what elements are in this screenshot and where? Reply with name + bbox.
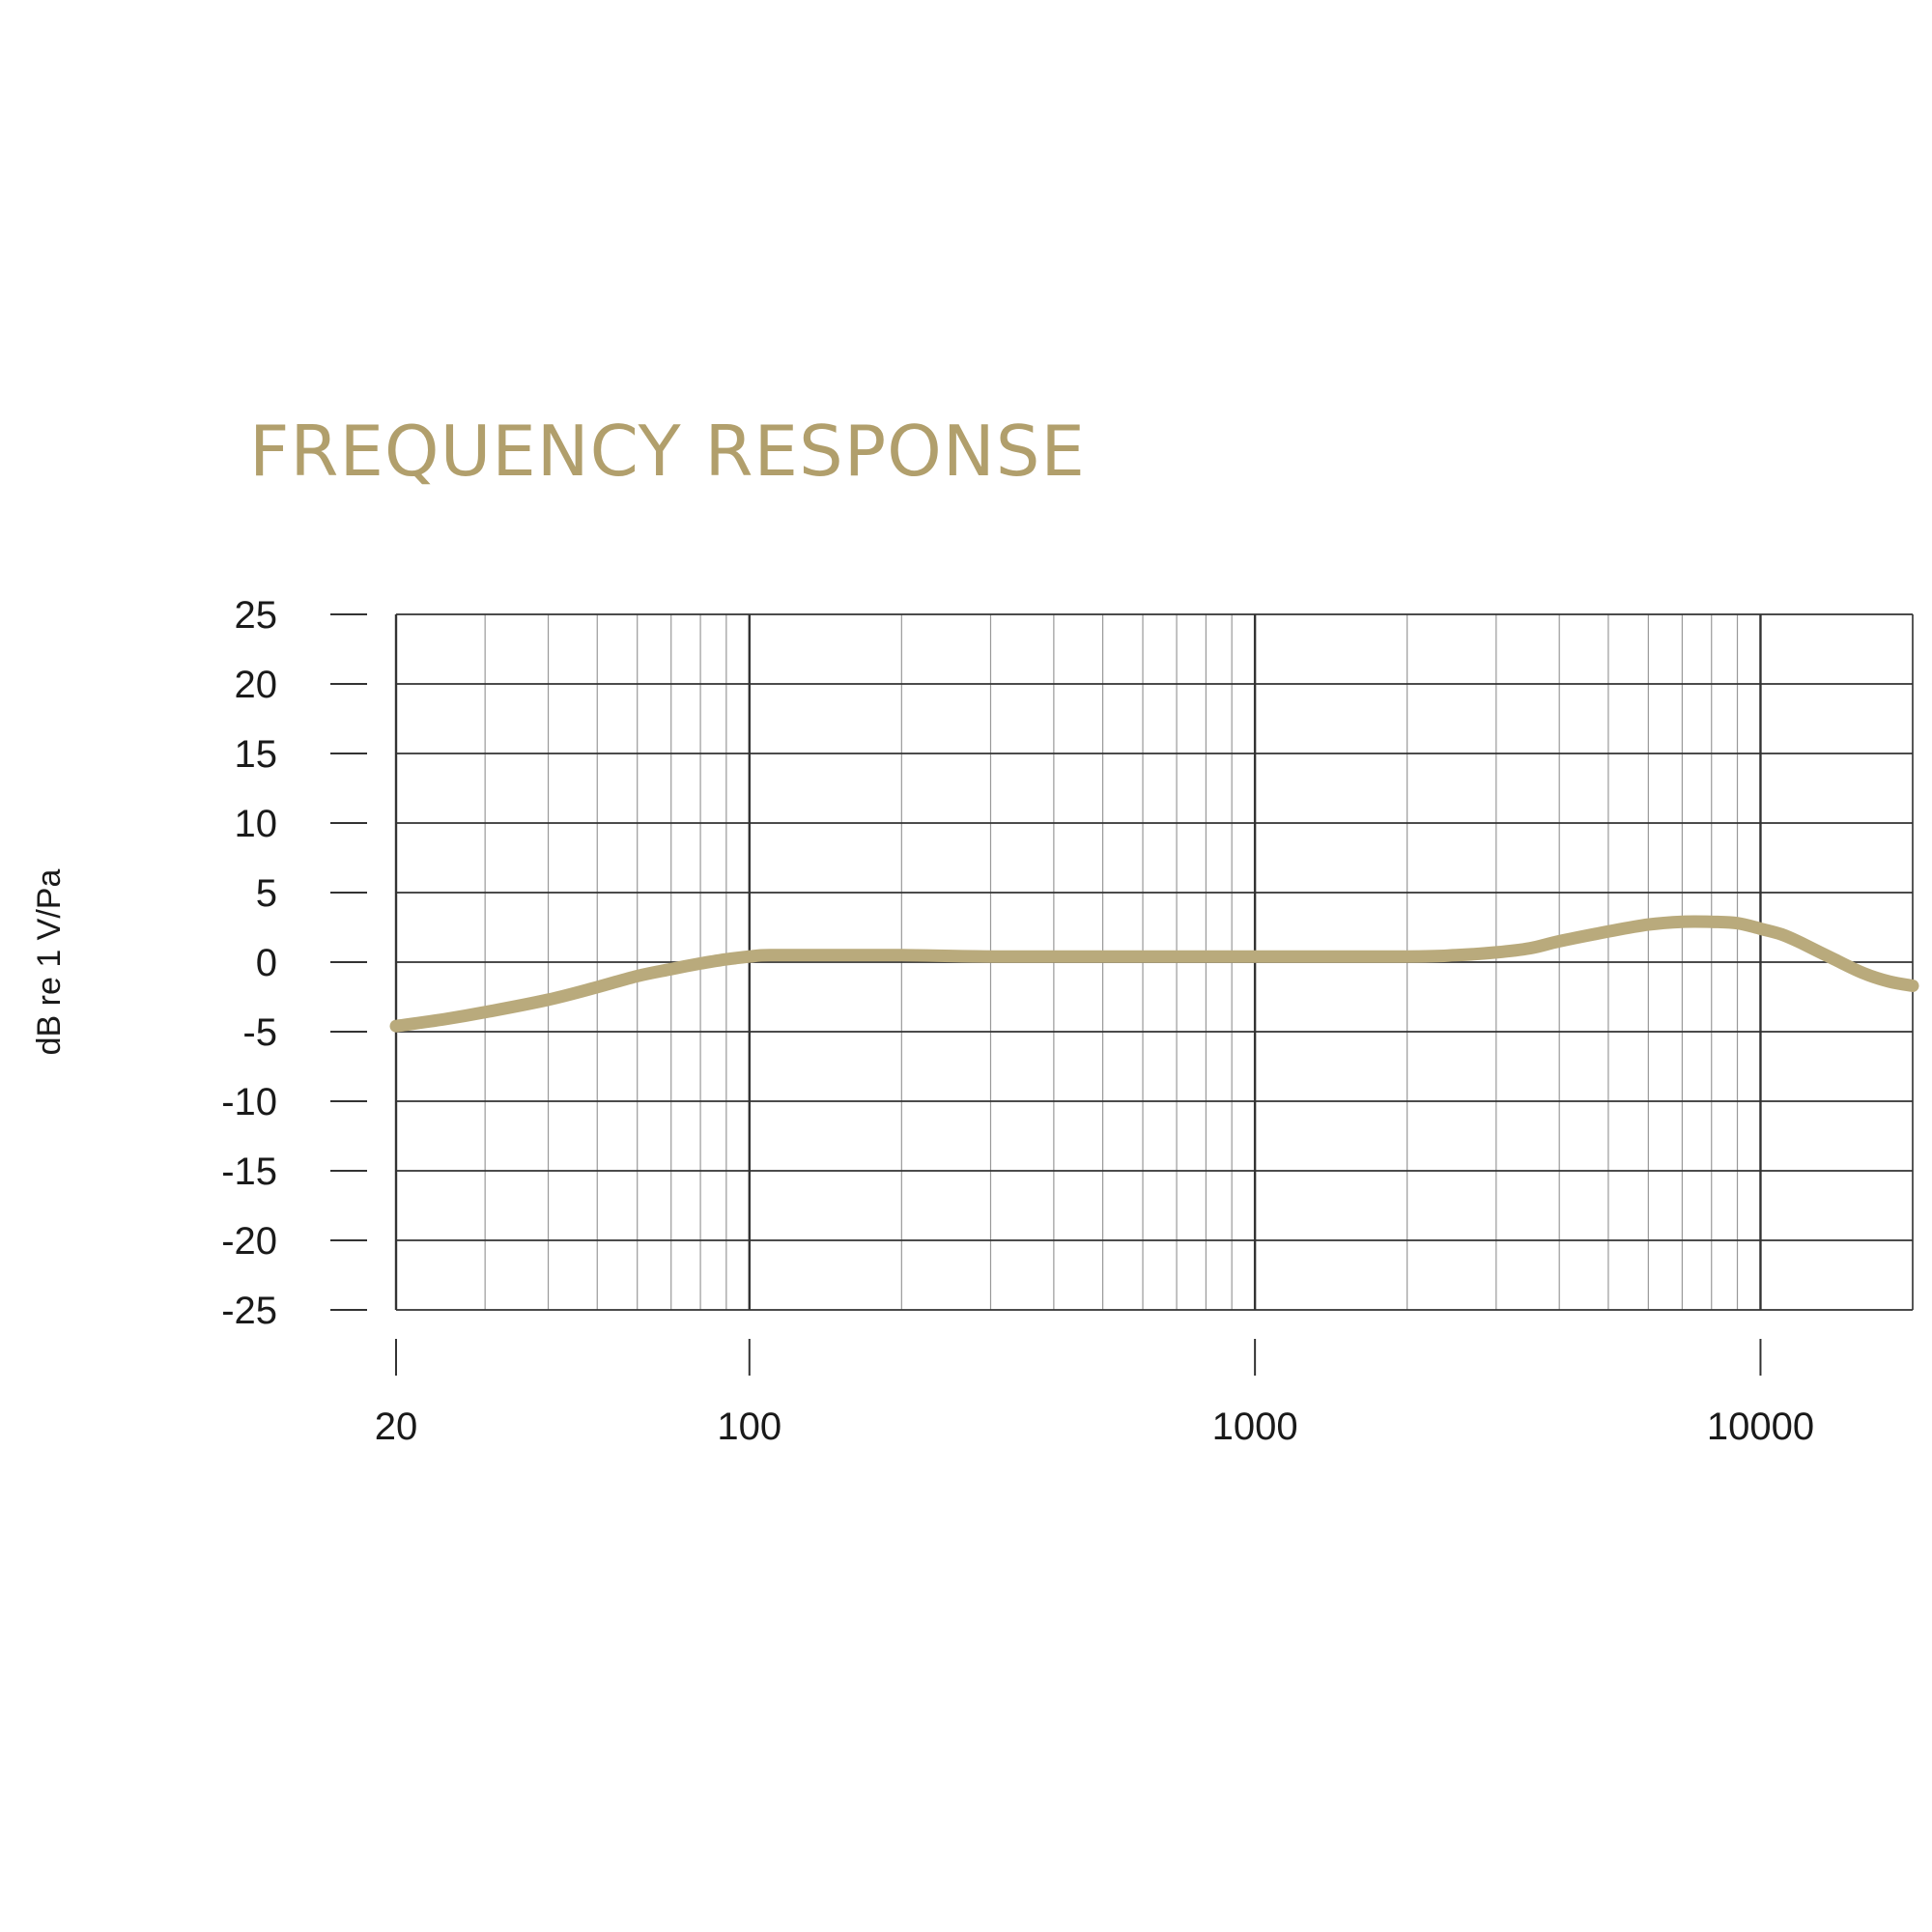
x-tick-label: 1000	[1212, 1406, 1298, 1448]
y-tick-label: 10	[235, 803, 278, 845]
y-tick-label: 5	[256, 872, 277, 915]
x-tick-label: 100	[717, 1406, 781, 1448]
y-tick-label: 0	[256, 942, 277, 984]
y-tick-label: 20	[235, 664, 278, 706]
chart-title: FREQUENCY RESPONSE	[249, 411, 1086, 492]
y-tick-label: 25	[235, 594, 278, 637]
y-tick-label: -5	[242, 1011, 277, 1054]
y-axis-label: dB re 1 V/Pa	[31, 869, 68, 1056]
y-tick-label: -15	[221, 1151, 277, 1193]
y-tick-label: -20	[221, 1220, 277, 1263]
x-tick-label: 10000	[1707, 1406, 1814, 1448]
y-tick-label: 15	[235, 733, 278, 776]
y-tick-label: -25	[221, 1290, 277, 1332]
y-tick-label: -10	[221, 1081, 277, 1123]
frequency-response-curve	[389, 915, 1919, 1033]
x-tick-label: 20	[375, 1406, 418, 1448]
